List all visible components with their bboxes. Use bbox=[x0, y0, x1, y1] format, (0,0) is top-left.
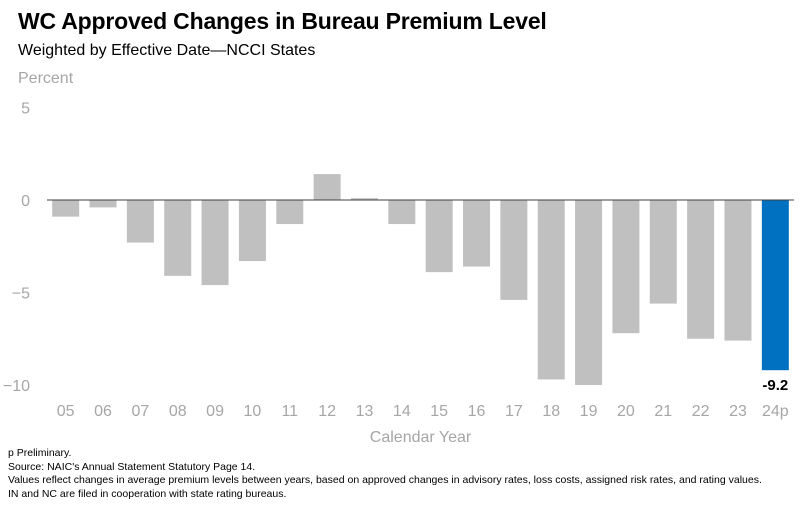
y-tick-label: 0 bbox=[21, 193, 30, 210]
x-tick-label: 23 bbox=[729, 403, 747, 420]
x-tick-label: 11 bbox=[281, 403, 298, 420]
footnote-values: Values reflect changes in average premiu… bbox=[8, 474, 762, 486]
x-tick-label: 20 bbox=[617, 403, 635, 420]
y-tick-label: −5 bbox=[12, 286, 30, 303]
bar-19 bbox=[575, 200, 603, 385]
y-axis-label: Percent bbox=[18, 70, 74, 87]
x-tick-label: 21 bbox=[654, 403, 672, 420]
bar-chart: 5 0 −5 −10 05 06 07 08 09 10 11 12 13 14 15 16 17 18 19 20 2… bbox=[3, 101, 794, 446]
x-tick-label: 10 bbox=[244, 403, 262, 420]
x-tick-label: 09 bbox=[206, 403, 224, 420]
bar-16 bbox=[463, 200, 491, 267]
bar-23 bbox=[724, 200, 752, 341]
bar-13 bbox=[350, 198, 378, 200]
bar-12 bbox=[313, 174, 341, 200]
bar-06 bbox=[89, 200, 117, 208]
bar-15 bbox=[425, 200, 453, 273]
bar-08 bbox=[164, 200, 192, 276]
bar-05 bbox=[52, 200, 80, 217]
bar-14 bbox=[388, 200, 416, 225]
x-tick-label: 15 bbox=[430, 403, 448, 420]
x-tick-label: 07 bbox=[131, 403, 149, 420]
y-tick-label: 5 bbox=[21, 101, 30, 118]
x-tick-label: 12 bbox=[318, 403, 336, 420]
chart-subtitle: Weighted by Effective Date—NCCI States bbox=[18, 42, 316, 59]
footnote-bureaus: IN and NC are filed in cooperation with … bbox=[8, 487, 287, 500]
footnote-preliminary: p Preliminary. bbox=[8, 447, 72, 459]
bar-09 bbox=[201, 200, 229, 286]
bar-18 bbox=[537, 200, 565, 380]
x-tick-label: 19 bbox=[580, 403, 598, 420]
bar-17 bbox=[500, 200, 528, 300]
x-tick-label: 08 bbox=[169, 403, 187, 420]
x-tick-label: 13 bbox=[356, 403, 374, 420]
y-tick-label: −10 bbox=[3, 378, 30, 395]
x-tick-label: 22 bbox=[692, 403, 710, 420]
bar-20 bbox=[612, 200, 640, 334]
x-axis-title: Calendar Year bbox=[370, 429, 472, 446]
x-tick-label: 14 bbox=[393, 403, 411, 420]
footnote-source: Source: NAIC's Annual Statement Statutor… bbox=[8, 460, 256, 473]
x-tick-label: 17 bbox=[505, 403, 523, 420]
bar-10 bbox=[238, 200, 266, 262]
x-tick-label: 06 bbox=[94, 403, 112, 420]
footnotes: p Preliminary. Source: NAIC's Annual Sta… bbox=[8, 447, 762, 501]
chart-title: WC Approved Changes in Bureau Premium Le… bbox=[18, 8, 547, 34]
x-tick-label: 24p bbox=[762, 403, 789, 420]
data-label-24p: -9.2 bbox=[762, 377, 788, 394]
bar-24p bbox=[761, 200, 789, 371]
x-tick-label: 16 bbox=[468, 403, 486, 420]
x-tick-label: 18 bbox=[542, 403, 560, 420]
bar-21 bbox=[649, 200, 677, 304]
bar-11 bbox=[276, 200, 304, 225]
x-tick-label: 05 bbox=[57, 403, 75, 420]
bar-22 bbox=[687, 200, 715, 339]
bar-07 bbox=[126, 200, 154, 243]
